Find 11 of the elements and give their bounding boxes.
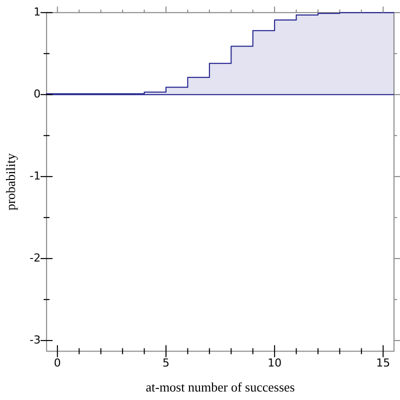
y-tick-label: -3 (30, 333, 41, 346)
y-tick-label: 1 (34, 5, 41, 18)
y-tick-label: -2 (30, 251, 41, 264)
y-tick-label: -1 (30, 169, 41, 182)
y-tick-label: 0 (34, 87, 41, 100)
x-tick-label: 0 (54, 356, 61, 370)
x-tick-label: 15 (376, 356, 390, 370)
x-axis-title: at-most number of successes (146, 380, 295, 395)
x-tick-label: 10 (268, 356, 282, 370)
x-tick-label: 5 (162, 356, 170, 370)
y-axis-title: probability (3, 152, 18, 210)
